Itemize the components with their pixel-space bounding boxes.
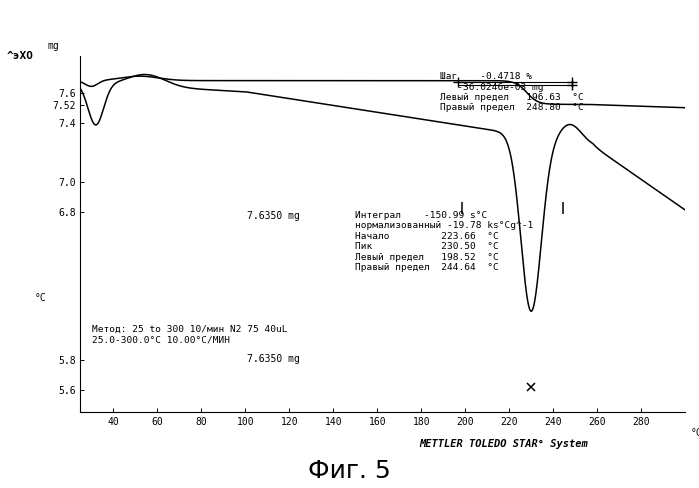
Text: Фиг. 5: Фиг. 5: [308, 459, 391, 483]
Text: METTLER TOLEDO STAR° System: METTLER TOLEDO STAR° System: [419, 439, 588, 449]
Text: Метод: 25 to 300 10/мин N2 75 40uL
25.0-300.0°C 10.00°C/МИН: Метод: 25 to 300 10/мин N2 75 40uL 25.0-…: [92, 325, 288, 345]
Text: °C: °C: [35, 293, 47, 304]
Text: mg: mg: [47, 41, 59, 51]
Text: Шаг    -0.4718 %
   -36.0246e-03 mg
Левый предел   196.63  °C
Правый предел  248: Шаг -0.4718 % -36.0246e-03 mg Левый пред…: [440, 72, 584, 112]
Text: Интеграл    -150.99 s°C
нормализованный -19.78 ks°Cg^-1
Начало         223.66  °: Интеграл -150.99 s°C нормализованный -19…: [356, 211, 534, 272]
Text: °C: °C: [691, 428, 699, 438]
Text: 7.6350 mg: 7.6350 mg: [247, 354, 300, 364]
Text: 7.6350 mg: 7.6350 mg: [247, 211, 300, 221]
Text: ^эХО: ^эХО: [7, 51, 34, 61]
